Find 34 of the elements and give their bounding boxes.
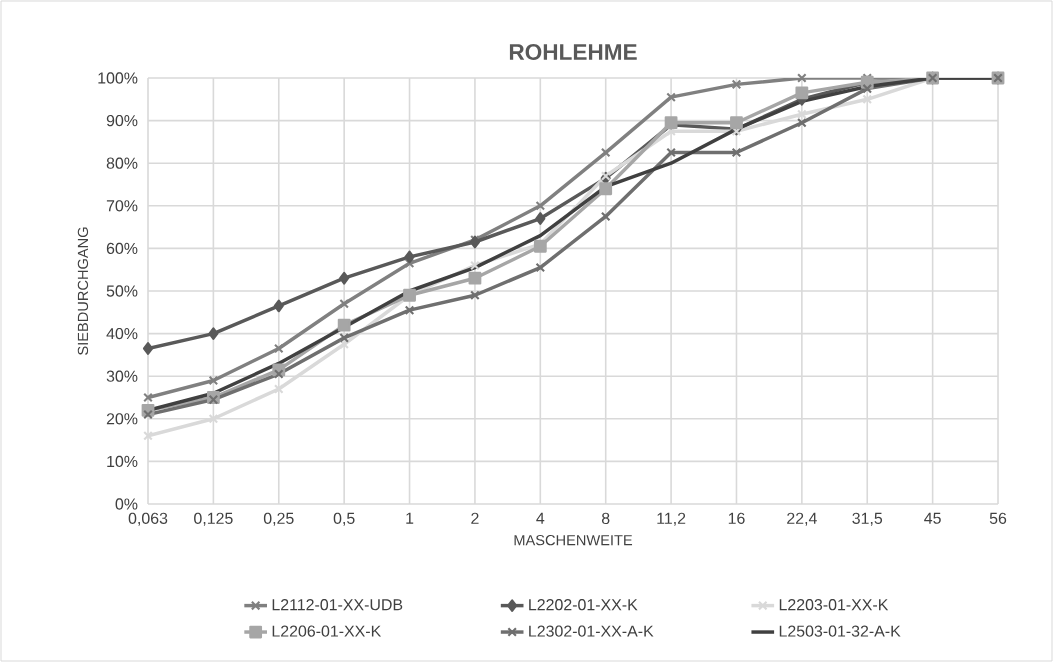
x-tick-label: 31,5 [852,512,883,526]
y-tick-label: 40% [106,327,138,340]
x-tick-label: 56 [989,512,1007,524]
x-axis-title: MASCHENWEITE [514,535,633,546]
y-tick-label: 20% [106,413,138,425]
x-tick-label: 0,25 [263,512,294,526]
legend-label: L2206-01-XX-K [272,625,382,637]
x-tick-label: 45 [924,512,941,524]
y-tick-label: 30% [106,370,138,382]
y-tick-label: 70% [106,200,138,212]
x-tick-label: 22,4 [787,512,817,526]
chart-title: ROHLEHME [509,44,637,61]
x-tick-label: 2 [471,512,479,524]
y-tick-label: 0% [115,498,138,510]
x-tick-label: 11,2 [657,512,686,526]
legend-label: L2302-01-XX-A-K [529,625,654,637]
x-tick-label: 4 [536,512,545,524]
x-tick-label: 0,125 [194,512,233,526]
y-tick-label: 100% [98,72,138,84]
legend-label: L2503-01-32-A-K [779,625,901,637]
legend-label: L2203-01-XX-K [779,599,889,611]
y-axis-title: SIEBDURCHGANG [77,227,89,355]
legend-label: L2202-01-XX-K [529,599,638,611]
x-tick-label: 16 [728,512,745,524]
x-tick-label: 0,5 [333,512,355,526]
legend-label: L2112-01-XX-UDB [272,599,403,611]
x-tick-label: 1 [406,512,414,524]
x-tick-label: 8 [601,512,610,524]
y-tick-label: 50% [106,285,138,297]
y-tick-label: 80% [106,157,138,169]
x-tick-label: 0,063 [128,512,168,526]
y-tick-label: 60% [106,242,138,255]
y-tick-label: 90% [106,114,138,127]
y-tick-label: 10% [107,455,138,468]
